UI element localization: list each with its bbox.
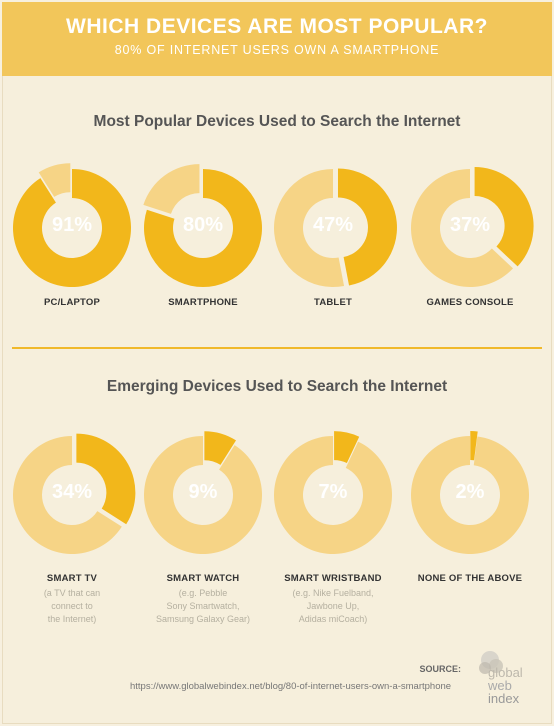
logo-word-index: index (488, 691, 520, 706)
donut-percent-label: 37% (449, 214, 491, 236)
donut-remainder-slice (411, 436, 529, 554)
donut-percent-label: 91% (51, 214, 93, 236)
donut-percent-label: 2% (455, 481, 485, 503)
donut-smart-tv: 34% (12, 433, 136, 555)
donut-remainder-slice (12, 436, 122, 554)
donut-svg (411, 431, 529, 554)
donut-percent-label: 80% (182, 214, 224, 236)
donut-percent-label: 7% (318, 481, 348, 503)
donut-value-slice (470, 431, 478, 461)
donut-remainder-slice (38, 163, 71, 197)
donut-tablet: 47% (273, 168, 397, 288)
source-url[interactable]: https://www.globalwebindex.net/blog/80-o… (130, 681, 452, 692)
category-sublabel: (a TV that can connect to the Internet) (43, 588, 101, 624)
donut-value-slice (144, 169, 262, 287)
donut-svg (12, 433, 136, 554)
donut-svg (144, 431, 262, 554)
source-label: SOURCE: (419, 664, 461, 674)
donut-remainder-slice (274, 436, 392, 554)
category-label: SMARTPHONE (168, 297, 238, 308)
category-label: GAMES CONSOLE (426, 297, 514, 308)
globalwebindex-logo-icon (479, 651, 503, 674)
section-divider (12, 347, 542, 349)
category-label: SMART WATCH (166, 573, 240, 584)
page-subtitle: 80% OF INTERNET USERS OWN A SMARTPHONE (114, 43, 440, 57)
donut-none-of-the-above: 2% (410, 431, 530, 555)
donut-value-slice (334, 431, 360, 463)
donut-value-slice (474, 167, 534, 267)
donut-smartphone: 80% (143, 164, 263, 288)
donut-value-slice (337, 168, 397, 286)
section-title-emerging: Emerging Devices Used to Search the Inte… (106, 378, 448, 395)
category-label: SMART TV (46, 573, 98, 584)
category-label: PC/LAPTOP (44, 297, 100, 308)
category-sublabel: (e.g. Pebble Sony Smartwatch, Samsung Ga… (155, 588, 251, 624)
category-label: TABLET (314, 297, 352, 308)
header-banner: WHICH DEVICES ARE MOST POPULAR? 80% OF I… (2, 2, 552, 76)
page-title: WHICH DEVICES ARE MOST POPULAR? (66, 15, 488, 38)
donut-smart-wristband: 7% (273, 431, 393, 555)
donut-remainder-slice (144, 436, 262, 554)
donut-svg (274, 431, 392, 554)
donut-value-slice (76, 433, 136, 525)
donut-remainder-slice (274, 169, 345, 287)
logo-word-web: web (488, 678, 512, 693)
donut-percent-label: 47% (312, 214, 354, 236)
donut-games-console: 37% (410, 167, 534, 288)
section-title-popular: Most Popular Devices Used to Search the … (93, 113, 461, 130)
donut-svg (12, 163, 131, 287)
category-label: SMART WRISTBAND (284, 573, 382, 584)
donut-svg (411, 167, 534, 287)
donut-pc-laptop: 91% (12, 163, 132, 288)
category-label: NONE OF THE ABOVE (417, 573, 523, 584)
category-sublabel: (e.g. Nike Fuelband, Jawbone Up, Adidas … (292, 588, 374, 624)
donut-percent-label: 9% (188, 481, 218, 503)
donut-percent-label: 34% (51, 481, 93, 503)
donut-smart-watch: 9% (143, 431, 263, 555)
donut-svg (274, 168, 397, 287)
logo-word-global: global (488, 665, 523, 680)
donut-remainder-slice (143, 164, 200, 214)
donut-remainder-slice (411, 169, 514, 287)
donut-value-slice (204, 431, 237, 465)
donut-value-slice (12, 169, 131, 287)
donut-svg (143, 164, 262, 287)
